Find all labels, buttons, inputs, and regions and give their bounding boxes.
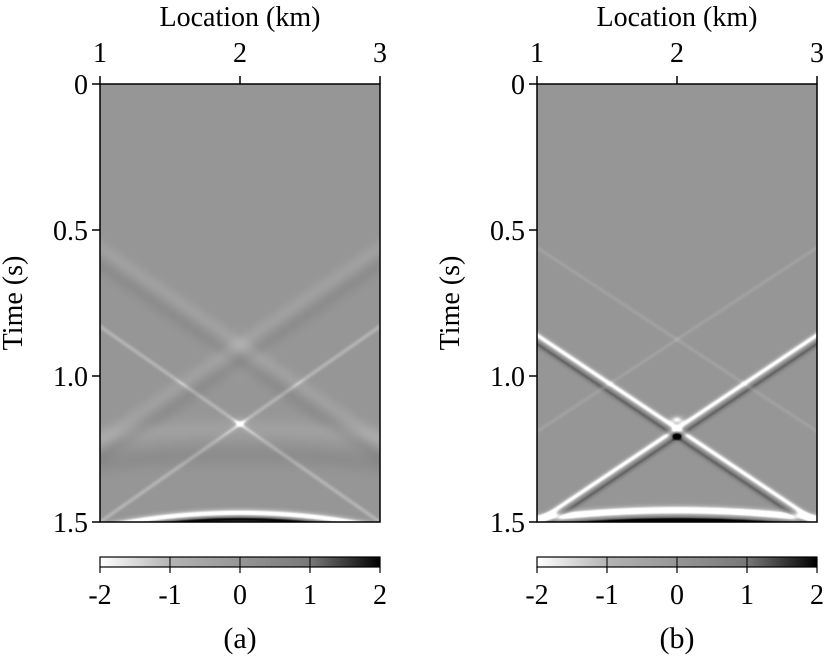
y-tick-label: 1.0 — [53, 362, 88, 393]
colorbar-tick-label: 0 — [233, 580, 247, 611]
y-tick-label: 0.5 — [490, 216, 525, 247]
x-tick-label: 3 — [810, 38, 824, 69]
x-tick-label: 3 — [373, 38, 387, 69]
panel-label: (b) — [660, 622, 695, 655]
colorbar-tick-label: -1 — [158, 580, 181, 611]
colorbar-tick-label: -2 — [88, 580, 111, 611]
y-axis-label: Time (s) — [435, 256, 466, 351]
colorbar-tick-label: 2 — [373, 580, 387, 611]
y-tick-label: 0 — [511, 70, 525, 101]
x-axis-label: Location (km) — [597, 2, 758, 33]
x-tick-label: 2 — [233, 38, 247, 69]
y-tick-label: 1.5 — [490, 508, 525, 539]
y-tick-label: 1.5 — [53, 508, 88, 539]
colorbar-tick-label: -1 — [595, 580, 618, 611]
colorbar-tick-label: 1 — [303, 580, 317, 611]
seismic-image — [537, 84, 817, 522]
colorbar-tick-label: 0 — [670, 580, 684, 611]
y-tick-label: 0 — [74, 70, 88, 101]
colorbar-tick-label: -2 — [525, 580, 548, 611]
x-tick-label: 1 — [93, 38, 107, 69]
y-tick-label: 0.5 — [53, 216, 88, 247]
y-tick-label: 1.0 — [490, 362, 525, 393]
colorbar-tick-label: 1 — [740, 580, 754, 611]
x-tick-label: 1 — [530, 38, 544, 69]
y-axis-label: Time (s) — [0, 256, 29, 351]
colorbar-tick-label: 2 — [810, 580, 824, 611]
seismic-image — [100, 84, 380, 522]
x-axis-label: Location (km) — [160, 2, 321, 33]
x-tick-label: 2 — [670, 38, 684, 69]
panel-label: (a) — [223, 622, 256, 655]
